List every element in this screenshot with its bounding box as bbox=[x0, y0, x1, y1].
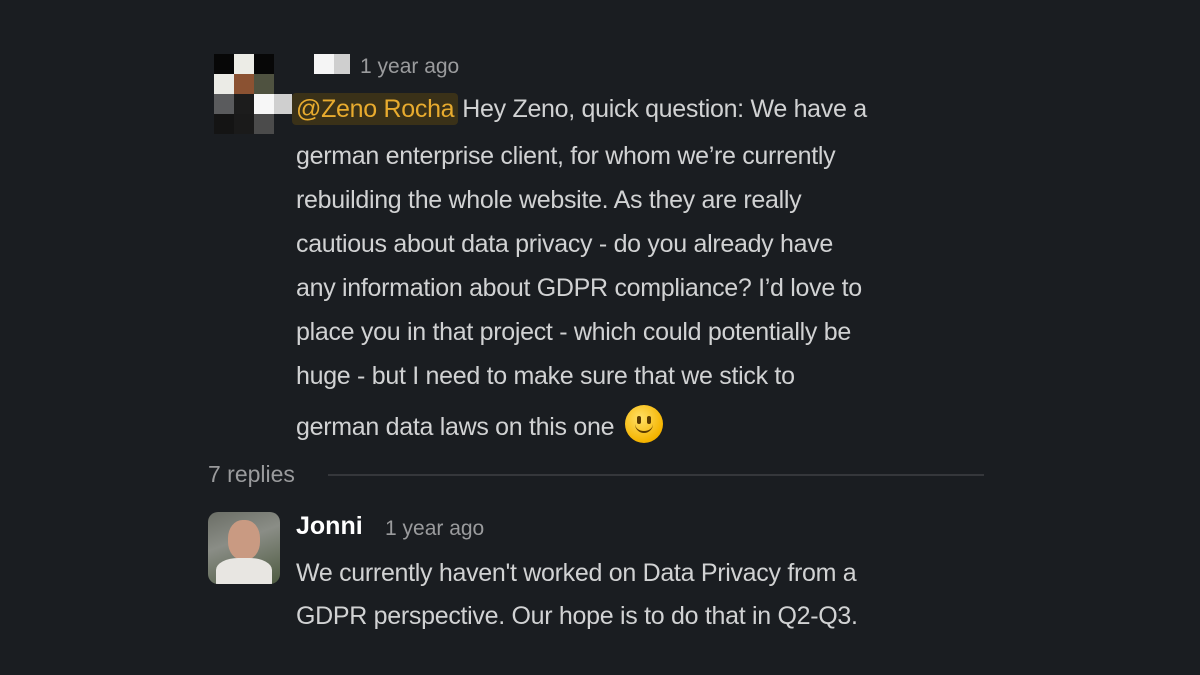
slightly-smiling-face-icon bbox=[624, 405, 663, 443]
message-line: huge - but I need to make sure that we s… bbox=[296, 362, 795, 390]
message-line: @Zeno Rocha Hey Zeno, quick question: We … bbox=[292, 93, 867, 125]
message-line: place you in that project - which could … bbox=[296, 318, 851, 346]
redacted-author-name[interactable] bbox=[314, 54, 350, 74]
reply-author[interactable]: Jonni bbox=[296, 512, 363, 540]
message-line: rebuilding the whole website. As they ar… bbox=[296, 186, 802, 214]
reply-line: GDPR perspective. Our hope is to do that… bbox=[296, 602, 858, 630]
message-line: any information about GDPR compliance? I… bbox=[296, 274, 862, 302]
reply-line: We currently haven't worked on Data Priv… bbox=[296, 559, 857, 587]
jonni-avatar[interactable] bbox=[208, 512, 280, 584]
thread-divider bbox=[328, 474, 984, 476]
replies-count[interactable]: 7 replies bbox=[208, 461, 295, 487]
message-line: german data laws on this one bbox=[296, 405, 663, 443]
parent-timestamp[interactable]: 1 year ago bbox=[360, 55, 460, 78]
pixelated-avatar[interactable] bbox=[214, 54, 294, 134]
message-line: cautious about data privacy - do you alr… bbox=[296, 230, 834, 258]
message-text: german data laws on this one bbox=[296, 413, 615, 441]
message-text: Hey Zeno, quick question: We have a bbox=[462, 95, 867, 123]
reply-timestamp[interactable]: 1 year ago bbox=[385, 517, 485, 540]
user-mention[interactable]: @Zeno Rocha bbox=[292, 93, 459, 125]
message-line: german enterprise client, for whom we’re… bbox=[296, 142, 836, 170]
